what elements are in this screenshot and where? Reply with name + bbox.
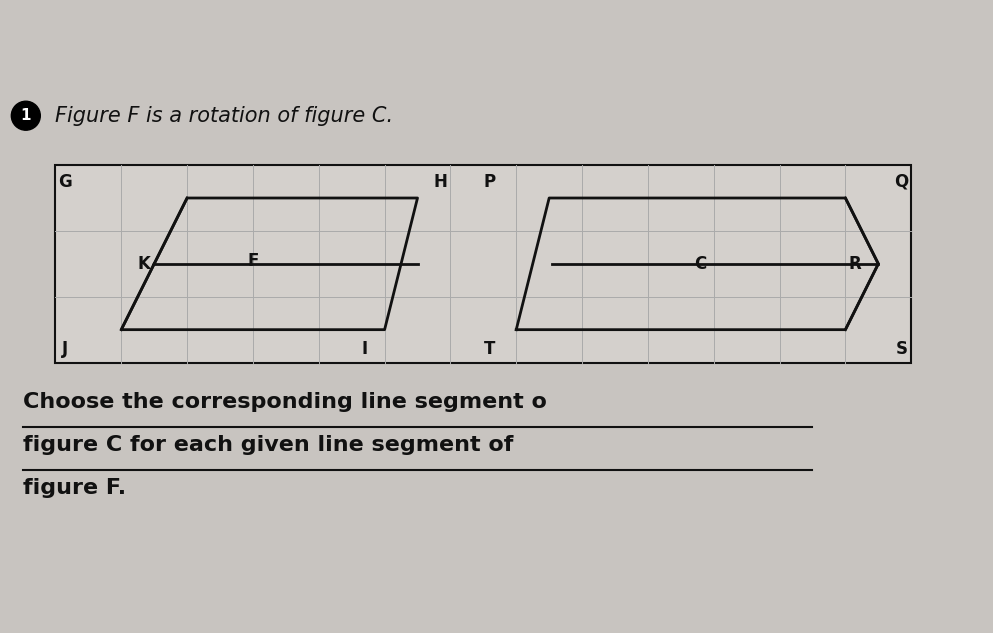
Text: P: P	[484, 173, 496, 191]
Text: 1: 1	[21, 108, 31, 123]
Text: S: S	[896, 341, 908, 358]
Text: J: J	[63, 341, 69, 358]
Text: Q: Q	[895, 173, 909, 191]
Text: figure F.: figure F.	[23, 478, 126, 498]
Text: Figure F is a rotation of figure C.: Figure F is a rotation of figure C.	[56, 106, 393, 126]
Bar	[56, 165, 912, 363]
Text: I: I	[361, 341, 367, 358]
Text: F: F	[247, 251, 258, 270]
Text: H: H	[434, 173, 448, 191]
Circle shape	[11, 101, 41, 130]
Text: Choose the corresponding line segment o: Choose the corresponding line segment o	[23, 392, 546, 412]
Text: K: K	[138, 255, 151, 273]
Text: figure C for each given line segment of: figure C for each given line segment of	[23, 435, 513, 455]
Text: T: T	[485, 341, 496, 358]
Text: R: R	[849, 255, 862, 273]
Text: G: G	[59, 173, 72, 191]
Text: C: C	[694, 255, 707, 273]
